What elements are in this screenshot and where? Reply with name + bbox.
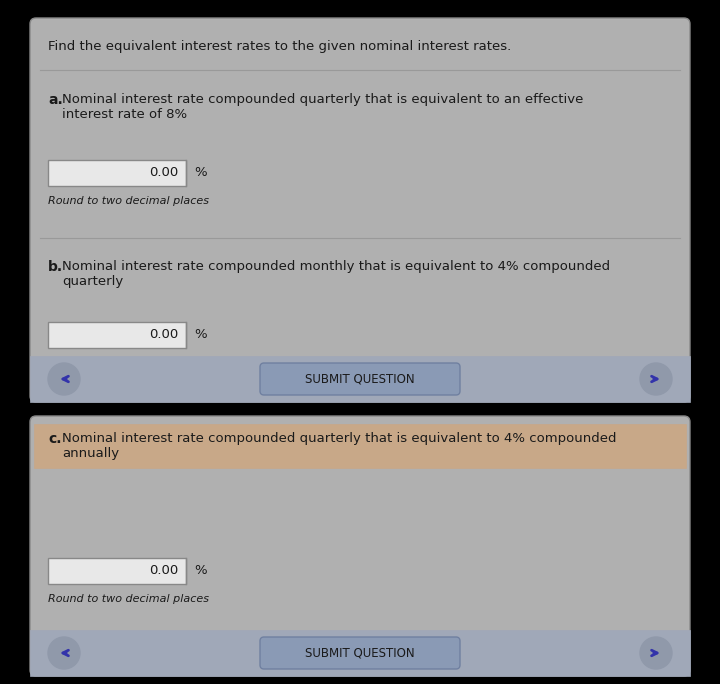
Text: Nominal interest rate compounded quarterly that is equivalent to 4% compounded
a: Nominal interest rate compounded quarter… [62,432,616,460]
Text: Nominal interest rate compounded monthly that is equivalent to 4% compounded
qua: Nominal interest rate compounded monthly… [62,260,610,288]
FancyBboxPatch shape [260,363,460,395]
Circle shape [640,363,672,395]
FancyBboxPatch shape [30,18,690,402]
Text: 0.00: 0.00 [149,328,178,341]
Circle shape [640,637,672,669]
FancyBboxPatch shape [48,558,186,584]
FancyBboxPatch shape [48,160,186,186]
Text: SUBMIT QUESTION: SUBMIT QUESTION [305,373,415,386]
Text: 0.00: 0.00 [149,166,178,179]
Text: 0.00: 0.00 [149,564,178,577]
FancyBboxPatch shape [48,322,186,348]
Circle shape [48,363,80,395]
FancyBboxPatch shape [34,424,686,468]
Text: c.: c. [48,432,61,446]
Text: %: % [194,328,207,341]
FancyBboxPatch shape [260,637,460,669]
Text: Round to two decimal places: Round to two decimal places [48,594,209,604]
Text: a.: a. [48,93,63,107]
Text: %: % [194,564,207,577]
Text: b.: b. [48,260,63,274]
FancyBboxPatch shape [30,356,690,402]
FancyBboxPatch shape [30,416,690,676]
Text: SUBMIT QUESTION: SUBMIT QUESTION [305,646,415,659]
FancyBboxPatch shape [30,630,690,676]
Text: Round to two decimal places: Round to two decimal places [48,196,209,206]
Circle shape [48,637,80,669]
Text: Find the equivalent interest rates to the given nominal interest rates.: Find the equivalent interest rates to th… [48,40,511,53]
Text: %: % [194,166,207,179]
Text: Round to two decimal places: Round to two decimal places [48,358,209,368]
Text: Nominal interest rate compounded quarterly that is equivalent to an effective
in: Nominal interest rate compounded quarter… [62,93,583,121]
